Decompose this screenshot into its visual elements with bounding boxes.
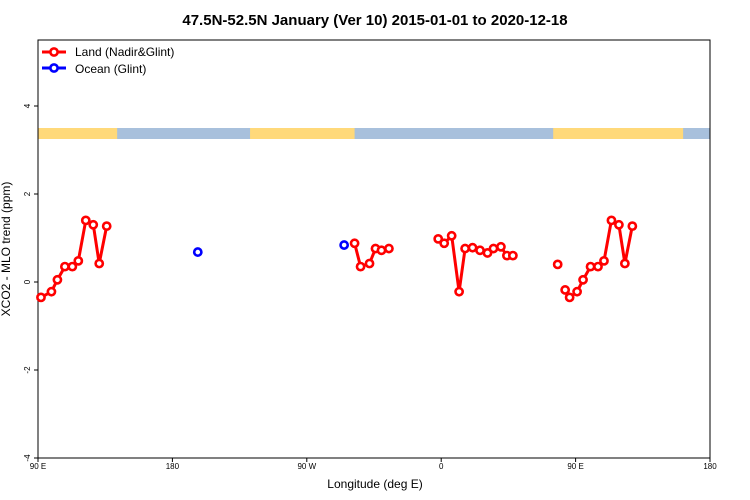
data-point [599,255,609,266]
chart-title: 47.5N-52.5N January (Ver 10) 2015-01-01 … [182,12,567,29]
data-point [467,242,478,253]
plot-frame [37,39,711,459]
x-axis-label: Longitude (deg E) [327,477,422,491]
data-point [88,219,99,230]
ocean-band [38,128,710,139]
land-band [250,128,355,139]
data-point [585,261,596,272]
data-point [67,261,78,272]
x-tick-label: 90 W [297,462,316,471]
data-point [578,274,588,285]
series-line [563,218,634,299]
y-tick-label: 4 [23,103,32,108]
series-0 [36,215,638,303]
y-tick-label: -4 [23,454,32,462]
data-point [364,258,375,269]
data-point [564,292,575,303]
data-point [460,243,470,254]
x-tick-label: 90 E [567,462,583,471]
data-point [192,247,203,257]
data-point [446,230,457,241]
legend-land-label: Land (Nadir&Glint) [75,45,174,59]
data-point [349,238,360,249]
x-tick-label: 0 [439,462,444,471]
land-band [553,128,684,139]
x-tick-label: 180 [703,462,717,471]
data-point [101,221,112,232]
data-point [572,286,582,297]
data-point [507,250,518,261]
legend-ocean-label: Ocean (Glint) [75,62,146,76]
data-point [73,255,84,266]
data-point [376,245,387,256]
data-point [560,285,571,295]
y-axis: -4 -2 0 2 4 [23,103,38,462]
x-axis: 90 E 180 90 W 0 90 E 180 [30,458,717,471]
data-point [482,248,493,258]
data-point [52,274,63,285]
data-point [339,240,350,250]
series-layer [36,215,638,303]
data-point [433,233,444,244]
data-point [94,258,105,269]
data-point [439,238,450,249]
data-point [384,243,394,254]
legend-land-marker [49,47,59,57]
data-point [80,215,91,226]
y-axis-label: XCO2 - MLO trend (ppm) [0,182,13,317]
data-point [488,243,499,254]
y-tick-label: 2 [23,191,32,196]
x-tick-label: 180 [166,462,180,471]
data-point [454,286,465,297]
data-point [496,241,506,252]
data-point [606,215,617,226]
data-point [355,261,366,272]
data-point [619,258,630,269]
data-point [552,259,563,270]
data-point [614,219,624,230]
data-point [59,261,70,272]
data-point [593,261,603,272]
data-point [36,292,46,303]
land-band [38,128,118,139]
data-point [627,221,638,232]
legend-ocean-marker [49,63,59,73]
data-point [46,286,57,297]
y-tick-label: -2 [23,366,32,374]
data-point [475,245,485,256]
x-tick-label: 90 E [30,462,46,471]
series-1 [192,240,350,257]
legend: Land (Nadir&Glint) Ocean (Glint) [42,45,174,76]
land-ocean-strip [38,128,710,139]
y-tick-label: 0 [23,279,32,284]
